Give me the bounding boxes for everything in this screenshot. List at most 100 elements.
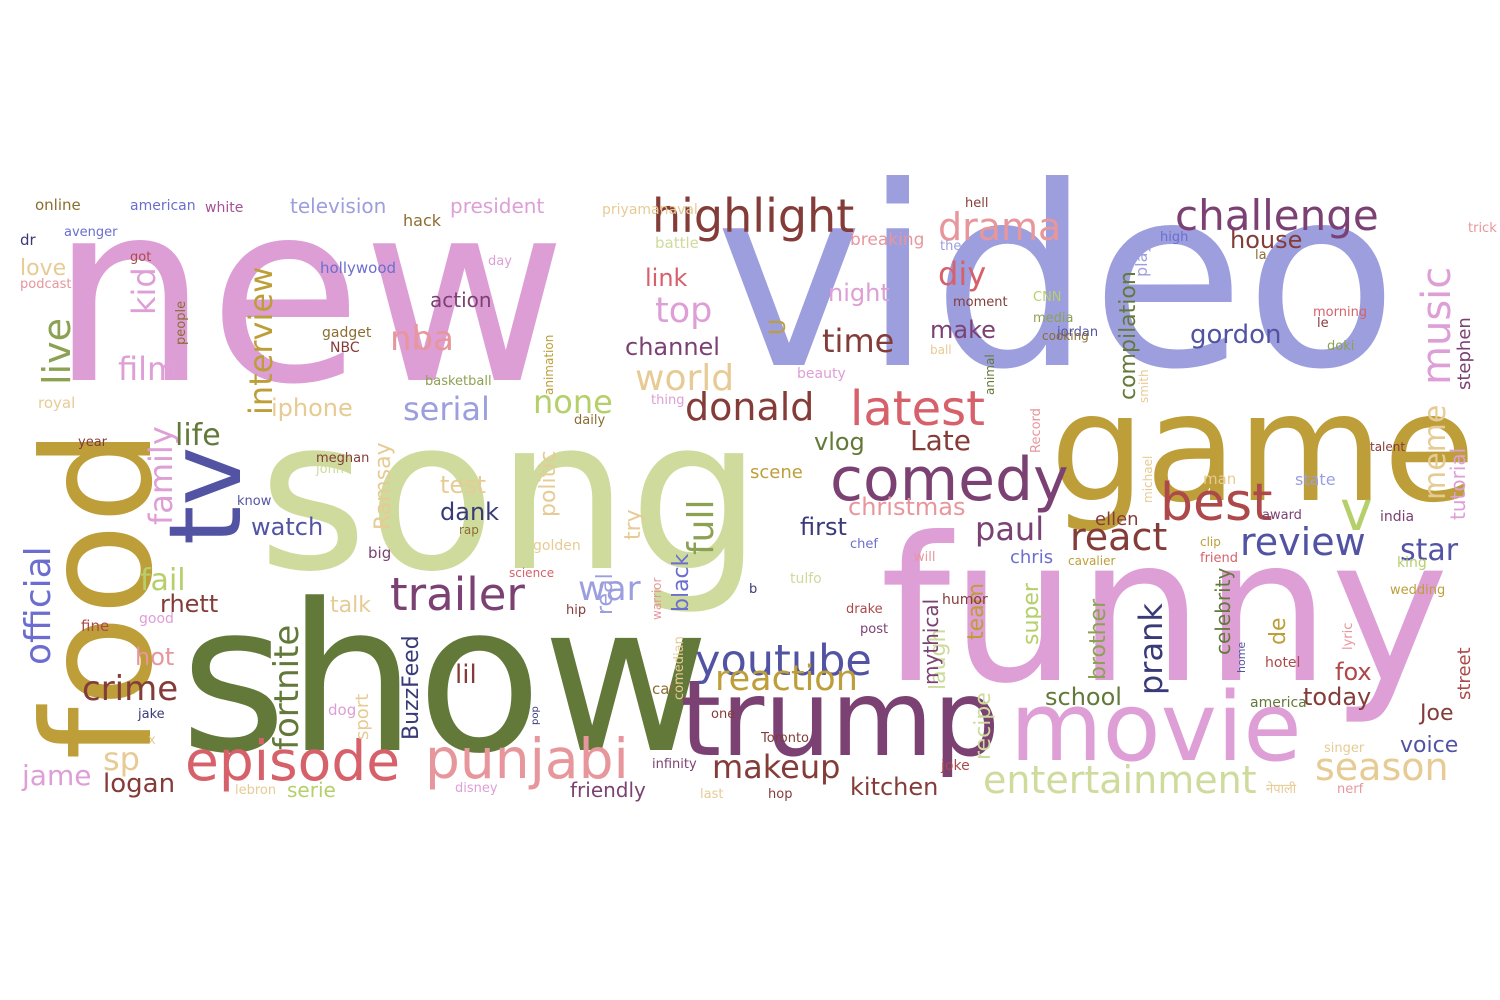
word-show: show xyxy=(180,561,710,799)
word-animation: animation xyxy=(542,335,556,395)
word-sp: sp xyxy=(103,740,140,778)
word-daily: daily xyxy=(574,413,605,428)
word-funny: funny xyxy=(880,495,1449,728)
word-la: la xyxy=(1255,248,1267,263)
word-comedy: comedy xyxy=(830,445,1069,515)
word-food: food xyxy=(12,428,186,760)
word-real: real xyxy=(593,573,618,615)
word-super: super xyxy=(1019,582,1044,645)
word-music: music xyxy=(1414,267,1460,385)
word-podcast: podcast xyxy=(20,277,71,292)
word-tv: tv xyxy=(147,447,264,545)
word-play: play xyxy=(1132,243,1151,277)
word-gadget: gadget xyxy=(322,325,372,341)
word-joe: Joe xyxy=(1418,701,1453,726)
word-night: night xyxy=(828,279,890,307)
word-ball: ball xyxy=(930,343,952,357)
word-year: year xyxy=(78,435,108,450)
word-x: x xyxy=(148,733,156,748)
word-time: time xyxy=(822,322,894,360)
word-joke: joke xyxy=(940,758,970,774)
word-new: new xyxy=(50,148,567,439)
word-hop: hop xyxy=(768,787,792,802)
word-politic: politic xyxy=(536,451,561,517)
word-battle: battle xyxy=(655,234,699,252)
word-kid: kid xyxy=(125,267,163,315)
word-late: Late xyxy=(910,424,971,457)
word-big: big xyxy=(368,544,391,562)
word-sport: sport xyxy=(352,694,373,740)
word-cnn: CNN xyxy=(1033,290,1062,305)
word-hollywood: hollywood xyxy=(320,259,396,277)
word-jake: jake xyxy=(137,707,165,722)
word-beauty: beauty xyxy=(797,366,846,382)
word-house: house xyxy=(1230,226,1302,254)
word-talk: talk xyxy=(330,593,371,618)
word-animal: animal xyxy=(983,354,997,395)
word-jordan: jordan xyxy=(1056,325,1098,340)
word-serie: serie xyxy=(287,778,336,802)
word-chris: chris xyxy=(1010,547,1053,568)
word-star: star xyxy=(1400,533,1459,568)
word-got: got xyxy=(130,250,151,265)
word-thing: thing xyxy=(651,393,684,408)
word-ramsay: Ramsay xyxy=(371,442,396,530)
word-compilation: compilation xyxy=(1116,271,1141,400)
word-movie: movie xyxy=(1010,673,1302,783)
word-highlight: highlight xyxy=(652,189,854,243)
word-fox: fox xyxy=(1335,658,1372,686)
word-recipe: recipe xyxy=(971,692,996,760)
word-home: home xyxy=(1235,642,1248,673)
word-hot: hot xyxy=(135,643,174,671)
word-episode: episode xyxy=(185,729,400,793)
word-lebron: lebron xyxy=(235,783,276,798)
word-toronto: Toronto xyxy=(760,731,809,746)
word-challenge: challenge xyxy=(1175,191,1379,240)
word-voice: voice xyxy=(1400,733,1458,758)
word-meme: meme xyxy=(1418,405,1453,500)
word-high: high xyxy=(1160,230,1188,245)
word-hotel: hotel xyxy=(1265,655,1300,671)
word-review: review xyxy=(1240,520,1366,564)
word-doki: doki xyxy=(1327,339,1354,354)
word-christmas: christmas xyxy=(848,493,965,521)
word-dank: dank xyxy=(440,498,499,526)
word-scene: scene xyxy=(750,462,803,483)
word-first: first xyxy=(800,513,847,541)
word-stephen: stephen xyxy=(1454,317,1475,390)
word-singer: singer xyxy=(1324,741,1365,756)
word-president: president xyxy=(450,194,544,218)
word-latest: latest xyxy=(850,381,985,437)
word-fortnite: fortnite xyxy=(267,625,307,750)
word-street: street xyxy=(1454,647,1475,700)
word-hell: hell xyxy=(965,196,988,211)
word-tulfo: tulfo xyxy=(790,571,822,587)
word-punjabi: punjabi xyxy=(425,727,629,791)
word-crime: crime xyxy=(82,669,178,709)
word-dr: dr xyxy=(20,231,37,249)
word-clip: clip xyxy=(1200,535,1221,549)
word-world: world xyxy=(635,358,734,399)
word-friendly: friendly xyxy=(570,778,646,802)
word-drake: drake xyxy=(846,602,883,617)
word-action: action xyxy=(430,288,492,312)
word-game: game xyxy=(1050,362,1476,536)
word-none: none xyxy=(533,383,613,421)
word-interview: interview xyxy=(242,267,280,415)
word-cooking: cooking xyxy=(1042,329,1089,343)
word-india: india xyxy=(1380,509,1414,525)
word-media: media xyxy=(1033,311,1074,326)
word-priyamanaval: priyamanaval xyxy=(602,202,698,218)
word-breaking: breaking xyxy=(850,230,924,250)
word-last: last xyxy=(700,787,723,802)
word-ellen: ellen xyxy=(1095,509,1139,530)
word-state: state xyxy=(1295,470,1336,489)
word-make: make xyxy=(930,316,996,344)
word-makeup: makeup xyxy=(712,748,840,786)
word-top: top xyxy=(655,291,712,331)
word-b: b xyxy=(749,582,757,597)
word-jame: jame xyxy=(21,759,91,792)
word-mythical: mythical xyxy=(919,599,943,685)
word-moment: moment xyxy=(953,295,1008,310)
word-avenger: avenger xyxy=(64,225,118,240)
